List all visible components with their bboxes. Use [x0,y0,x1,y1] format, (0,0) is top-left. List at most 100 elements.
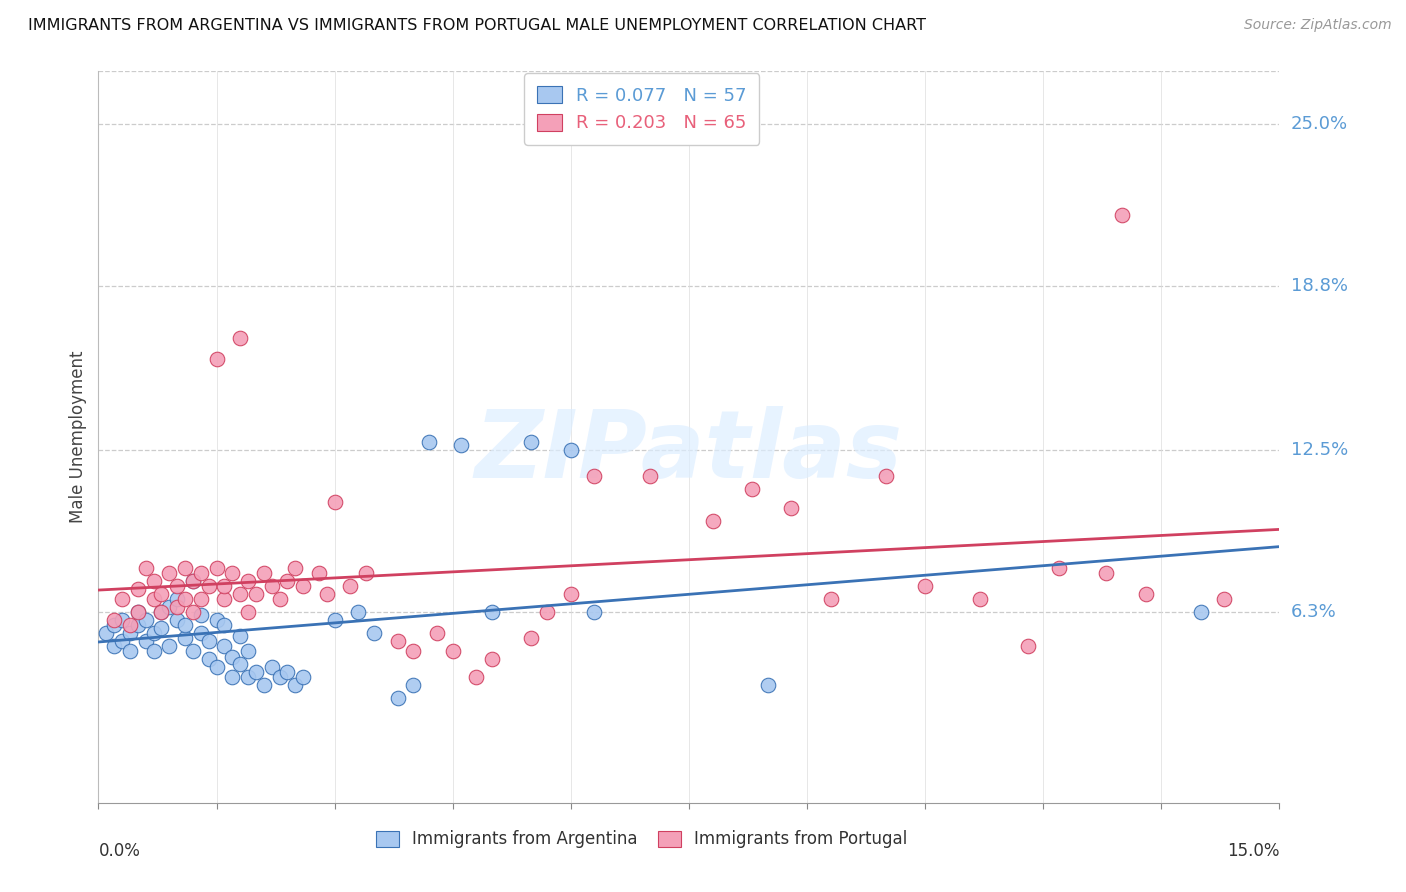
Point [245,665,267,680]
Point [323,613,346,627]
Point [205,351,228,366]
Point [339,579,361,593]
Point [118,644,141,658]
Point [150,605,173,619]
Point [221,566,243,580]
Point [236,605,259,619]
Y-axis label: Male Unemployment: Male Unemployment [69,351,87,524]
Point [150,587,173,601]
Point [150,605,173,619]
Point [127,605,149,619]
Point [205,613,228,627]
Point [229,629,252,643]
Point [520,632,543,646]
Point [276,574,298,588]
Point [157,599,180,614]
Point [197,579,219,593]
Point [166,592,188,607]
Point [181,605,204,619]
Point [292,579,315,593]
Point [741,483,763,497]
Point [260,660,283,674]
Point [174,632,197,646]
Point [127,605,149,619]
Point [135,633,157,648]
Point [1047,560,1070,574]
Point [174,560,197,574]
Point [284,678,307,692]
Point [229,587,252,601]
Point [181,574,204,588]
Point [426,626,449,640]
Point [583,605,606,619]
Point [236,670,259,684]
Point [142,592,165,607]
Text: 18.8%: 18.8% [1291,277,1347,294]
Text: 15.0%: 15.0% [1227,842,1279,860]
Point [118,618,141,632]
Point [756,678,779,692]
Text: Source: ZipAtlas.com: Source: ZipAtlas.com [1244,18,1392,32]
Point [253,566,276,580]
Point [103,613,125,627]
Point [583,469,606,483]
Text: 25.0%: 25.0% [1291,114,1348,133]
Text: 12.5%: 12.5% [1291,442,1348,459]
Legend: Immigrants from Argentina, Immigrants from Portugal: Immigrants from Argentina, Immigrants fr… [367,822,917,856]
Point [347,605,370,619]
Point [142,574,165,588]
Point [197,633,219,648]
Point [441,644,464,658]
Point [269,670,291,684]
Point [1111,208,1133,222]
Point [205,560,228,574]
Point [354,566,377,580]
Point [166,599,188,614]
Point [1017,639,1039,653]
Point [190,626,212,640]
Point [387,633,409,648]
Point [197,652,219,666]
Point [780,500,803,515]
Text: IMMIGRANTS FROM ARGENTINA VS IMMIGRANTS FROM PORTUGAL MALE UNEMPLOYMENT CORRELAT: IMMIGRANTS FROM ARGENTINA VS IMMIGRANTS … [28,18,927,33]
Point [245,587,267,601]
Point [118,626,141,640]
Point [127,582,149,596]
Point [142,644,165,658]
Point [181,574,204,588]
Point [402,644,425,658]
Point [638,469,661,483]
Point [465,670,488,684]
Point [111,613,134,627]
Point [363,626,385,640]
Text: 0.0%: 0.0% [98,842,141,860]
Point [323,495,346,509]
Point [450,438,472,452]
Point [142,626,165,640]
Point [135,613,157,627]
Text: 6.3%: 6.3% [1291,603,1336,621]
Point [174,592,197,607]
Point [190,592,212,607]
Point [190,607,212,622]
Point [103,618,125,632]
Point [214,618,236,632]
Point [269,592,291,607]
Point [214,639,236,653]
Point [387,691,409,706]
Point [969,592,991,607]
Point [1095,566,1118,580]
Point [560,587,582,601]
Point [481,652,503,666]
Point [221,670,243,684]
Point [276,665,298,680]
Point [214,592,236,607]
Point [236,644,259,658]
Point [418,435,440,450]
Point [536,605,558,619]
Point [402,678,425,692]
Point [103,639,125,653]
Point [205,660,228,674]
Point [914,579,936,593]
Text: ZIPatlas: ZIPatlas [475,406,903,498]
